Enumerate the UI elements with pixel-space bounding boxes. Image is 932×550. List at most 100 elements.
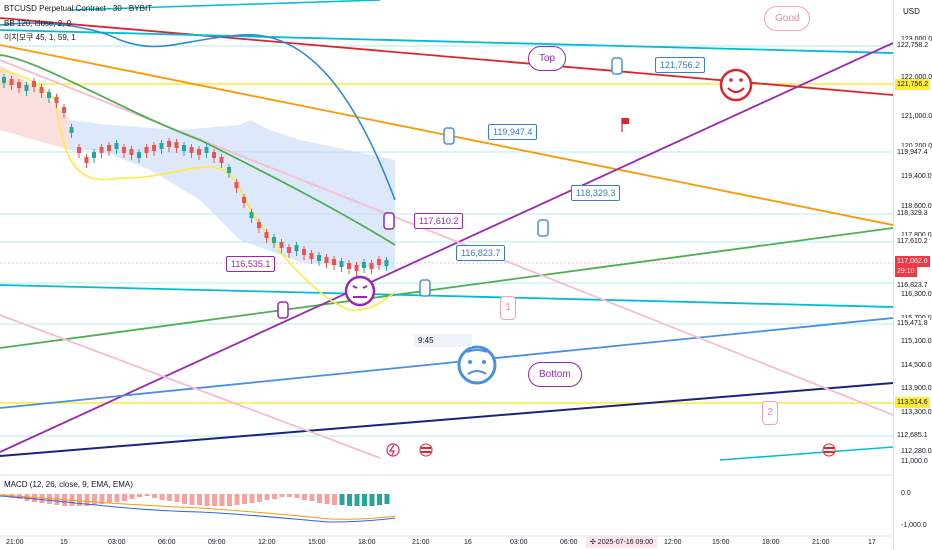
callout-119947[interactable]: 119,947.4 [488,124,538,140]
time-tick: 12:00 [258,539,276,546]
candle-body [219,157,224,163]
symbol-title[interactable]: BTCUSD Perpetual Contract · 30 · BYBIT [4,4,153,13]
candle-body [257,222,261,228]
candle-body [159,143,164,149]
macd-bar [272,494,277,499]
macd-bar [369,494,375,506]
candle-body [114,143,119,149]
candle-body [279,242,284,248]
price-tag: 121,756.2 [895,79,931,90]
label-two[interactable]: 2 [762,401,778,425]
candle-body [324,257,329,263]
macd-bar [302,494,307,500]
price-tag: 116,823.7 [895,280,930,291]
candle-body [362,262,366,268]
indicator-macd-legend[interactable]: MACD (12, 26, close, 9, EMA, EMA) [4,480,133,489]
candle-body [347,263,351,269]
time-tick: 09:00 [208,539,226,546]
bubble-bottom[interactable]: Bottom [528,362,582,387]
price-tick: 118,600.0 [901,203,932,210]
candle-body [197,149,201,155]
time-tick: 21:00 [412,539,430,546]
macd-bar [287,494,292,497]
candle-body [272,237,276,243]
indicator-bb-legend[interactable]: BB 120, close, 2, 0 [4,19,72,28]
trendline-cyan-top [0,29,894,54]
candle-body [212,152,216,158]
price-tag: 117,062.6 [895,256,930,267]
macd-bar [212,494,217,506]
macd-bar [332,494,337,505]
ichimoku-cloud-red [0,65,70,150]
bubble-good[interactable]: Good [764,6,811,31]
macd-bar [347,494,352,506]
candle-body [369,263,374,269]
hand-pointer-icon-2 [443,127,455,145]
price-tick: 120,200.0 [901,143,932,150]
callout-117610[interactable]: 117,610.2 [414,213,464,229]
macd-bar [317,494,322,503]
macd-bar [234,494,240,505]
candle-body [354,265,359,271]
macd-bar [159,494,165,500]
ma-green [0,54,396,246]
hand-pointer-icon-1 [611,57,623,75]
macd-bar [339,494,345,505]
time-tick: 06:00 [158,539,176,546]
candle-body [309,253,314,259]
macd-bar [264,494,270,500]
macd-bar [32,494,37,502]
indicator-ichimoku-legend[interactable]: 이치모쿠 45, 1, 59, 1 [4,33,76,42]
price-tag: 119,947.4 [895,147,930,158]
us-flag-icon[interactable] [419,443,433,457]
smiley-neutral-icon [344,275,376,307]
trendline-navy [0,382,894,457]
candle-body [317,255,321,261]
trendline-green [0,227,894,349]
price-tag: 29:10 [895,266,917,277]
time-tick: 15:00 [712,539,730,546]
candle-body [62,107,66,113]
macd-bar [77,494,82,506]
macd-bar [324,494,330,504]
macd-tick: -1,000.0 [901,522,927,529]
time-tick: 15 [60,539,68,546]
time-tick: 03:00 [108,539,126,546]
candle-body [384,260,389,266]
candle-body [92,152,96,158]
candle-body [264,232,269,238]
macd-bar [129,494,135,499]
candle-body [339,261,344,267]
callout-116823[interactable]: 116,823.7 [456,245,506,261]
macd-bar [219,494,225,506]
macd-bar [144,494,150,496]
hand-pointer-icon-3 [537,219,549,237]
callout-116535[interactable]: 116,535.1 [226,256,276,272]
label-one[interactable]: 1 [500,296,516,320]
candle-body [122,147,126,153]
price-tick: 114,500.0 [901,362,932,369]
macd-bar [242,494,247,504]
macd-bar [107,494,112,503]
macd-bar [197,494,202,505]
macd-bar [279,494,285,497]
us-flag-icon-2[interactable] [822,443,836,457]
candle-body [107,145,111,151]
time-tick: 18:00 [358,539,376,546]
lightning-icon[interactable] [386,443,400,457]
time-tick: 15:00 [308,539,326,546]
candle-body [39,87,44,93]
candle-body [9,79,14,85]
candle-body [32,81,36,87]
bubble-top[interactable]: Top [528,46,567,71]
hand-pointer-icon-4 [419,279,431,297]
hand-pointer-icon-purple-2 [277,301,289,319]
candle-body [54,97,59,103]
callout-118329[interactable]: 118,329.3 [571,185,621,201]
price-tick: 123,000.0 [901,36,932,43]
candle-body [77,147,81,153]
price-tag: 118,329.3 [895,208,930,219]
candle-body [69,127,74,133]
callout-121756[interactable]: 121,756.2 [655,57,706,73]
